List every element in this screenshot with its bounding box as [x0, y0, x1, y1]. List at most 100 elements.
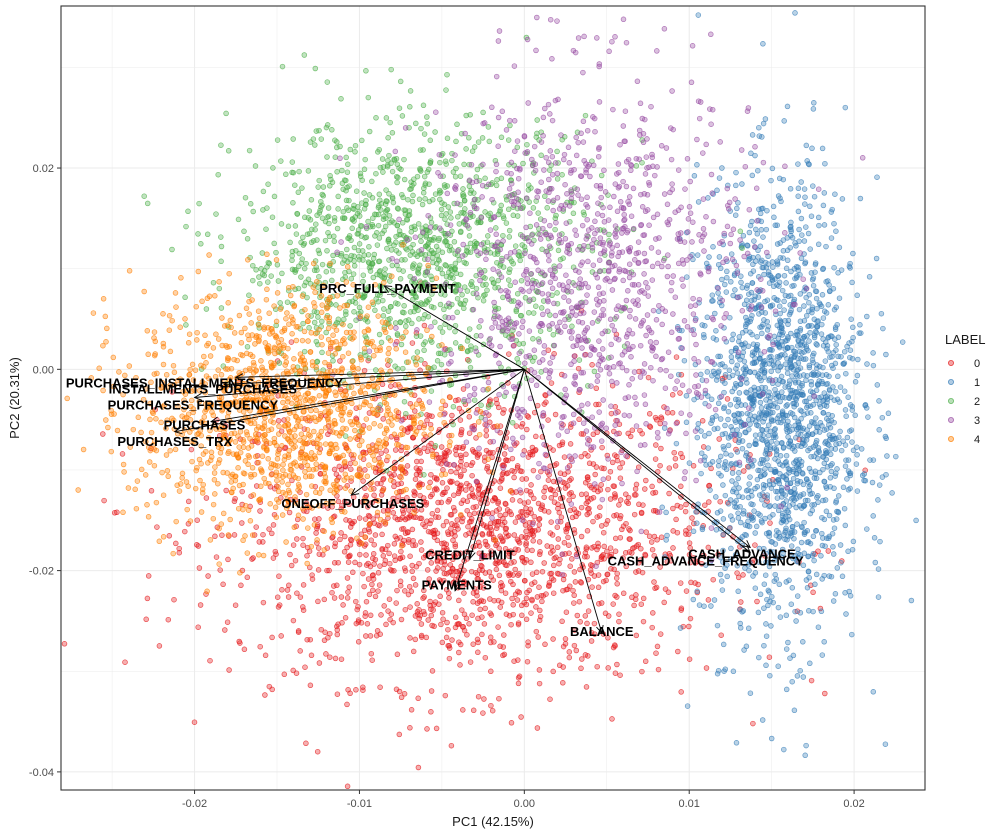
scatter-point: [742, 323, 749, 330]
scatter-point: [275, 278, 282, 284]
scatter-point: [424, 299, 431, 305]
scatter-point: [359, 223, 365, 229]
scatter-point: [353, 687, 359, 693]
scatter-point: [555, 536, 562, 542]
scatter-point: [783, 452, 790, 459]
scatter-point: [804, 404, 810, 411]
scatter-point: [715, 400, 722, 407]
scatter-point: [857, 322, 863, 328]
scatter-point: [195, 624, 201, 630]
scatter-point: [353, 598, 359, 605]
scatter-point: [683, 588, 690, 594]
scatter-point: [447, 209, 454, 215]
scatter-point: [463, 112, 469, 119]
scatter-point: [431, 602, 437, 608]
scatter-point: [421, 594, 427, 600]
scatter-point: [527, 506, 534, 512]
scatter-point: [848, 316, 854, 322]
scatter-point: [456, 221, 463, 227]
scatter-point: [467, 659, 474, 665]
scatter-point: [269, 214, 276, 220]
scatter-point: [345, 235, 351, 242]
scatter-point: [424, 120, 431, 127]
scatter-point: [225, 556, 231, 563]
scatter-point: [815, 214, 822, 221]
scatter-point: [510, 260, 516, 267]
scatter-point: [719, 587, 726, 593]
scatter-point: [584, 528, 591, 534]
scatter-point: [432, 319, 438, 325]
scatter-point: [482, 209, 488, 215]
scatter-point: [375, 298, 382, 305]
scatter-point: [754, 598, 760, 605]
scatter-point: [290, 667, 296, 674]
scatter-point: [294, 536, 300, 542]
scatter-point: [438, 621, 444, 628]
scatter-point: [475, 615, 481, 622]
scatter-point: [297, 594, 304, 600]
scatter-point: [250, 277, 256, 284]
scatter-point: [813, 415, 819, 421]
scatter-point: [642, 486, 648, 492]
scatter-point: [832, 446, 839, 452]
scatter-point: [483, 427, 490, 434]
scatter-point: [749, 312, 755, 319]
scatter-point: [358, 233, 365, 239]
scatter-point: [767, 399, 773, 405]
scatter-point: [445, 499, 451, 505]
scatter-point: [432, 129, 438, 135]
scatter-point: [433, 260, 440, 267]
scatter-point: [794, 480, 801, 487]
scatter-point: [358, 531, 364, 537]
scatter-point: [530, 336, 536, 342]
scatter-point: [215, 171, 221, 178]
scatter-point: [755, 467, 761, 474]
scatter-point: [617, 497, 624, 503]
scatter-point: [416, 469, 423, 475]
scatter-point: [169, 246, 175, 253]
scatter-point: [316, 210, 323, 216]
scatter-point: [303, 260, 309, 267]
scatter-point: [835, 373, 841, 380]
scatter-point: [864, 361, 870, 367]
scatter-point: [826, 533, 833, 540]
scatter-point: [300, 320, 306, 327]
scatter-point: [806, 364, 813, 371]
scatter-point: [495, 624, 501, 630]
scatter-point: [438, 499, 445, 506]
scatter-point: [612, 592, 618, 599]
scatter-point: [182, 294, 188, 301]
scatter-point: [728, 452, 734, 458]
scatter-point: [422, 361, 428, 367]
scatter-point: [789, 585, 796, 591]
scatter-point: [828, 235, 835, 241]
scatter-point: [369, 178, 375, 185]
scatter-point: [702, 323, 708, 329]
scatter-point: [438, 206, 445, 213]
scatter-point: [633, 632, 640, 639]
scatter-point: [833, 347, 839, 353]
scatter-point: [326, 567, 332, 574]
scatter-point: [742, 364, 749, 370]
scatter-point: [512, 148, 518, 154]
scatter-point: [582, 652, 589, 658]
scatter-point: [585, 608, 592, 614]
scatter-point: [813, 329, 820, 336]
scatter-point: [491, 597, 497, 604]
scatter-point: [810, 533, 817, 540]
scatter-point: [764, 495, 770, 501]
scatter-point: [450, 403, 457, 410]
scatter-point: [643, 529, 649, 535]
scatter-point: [518, 714, 524, 720]
scatter-point: [492, 496, 499, 502]
scatter-point: [370, 555, 376, 562]
scatter-point: [462, 206, 468, 212]
scatter-point: [241, 228, 247, 235]
scatter-point: [154, 524, 160, 530]
scatter-point: [448, 742, 455, 749]
scatter-point: [546, 167, 553, 173]
scatter-point: [547, 222, 553, 229]
scatter-point: [535, 634, 541, 640]
scatter-point: [883, 471, 889, 478]
scatter-point: [605, 475, 612, 481]
